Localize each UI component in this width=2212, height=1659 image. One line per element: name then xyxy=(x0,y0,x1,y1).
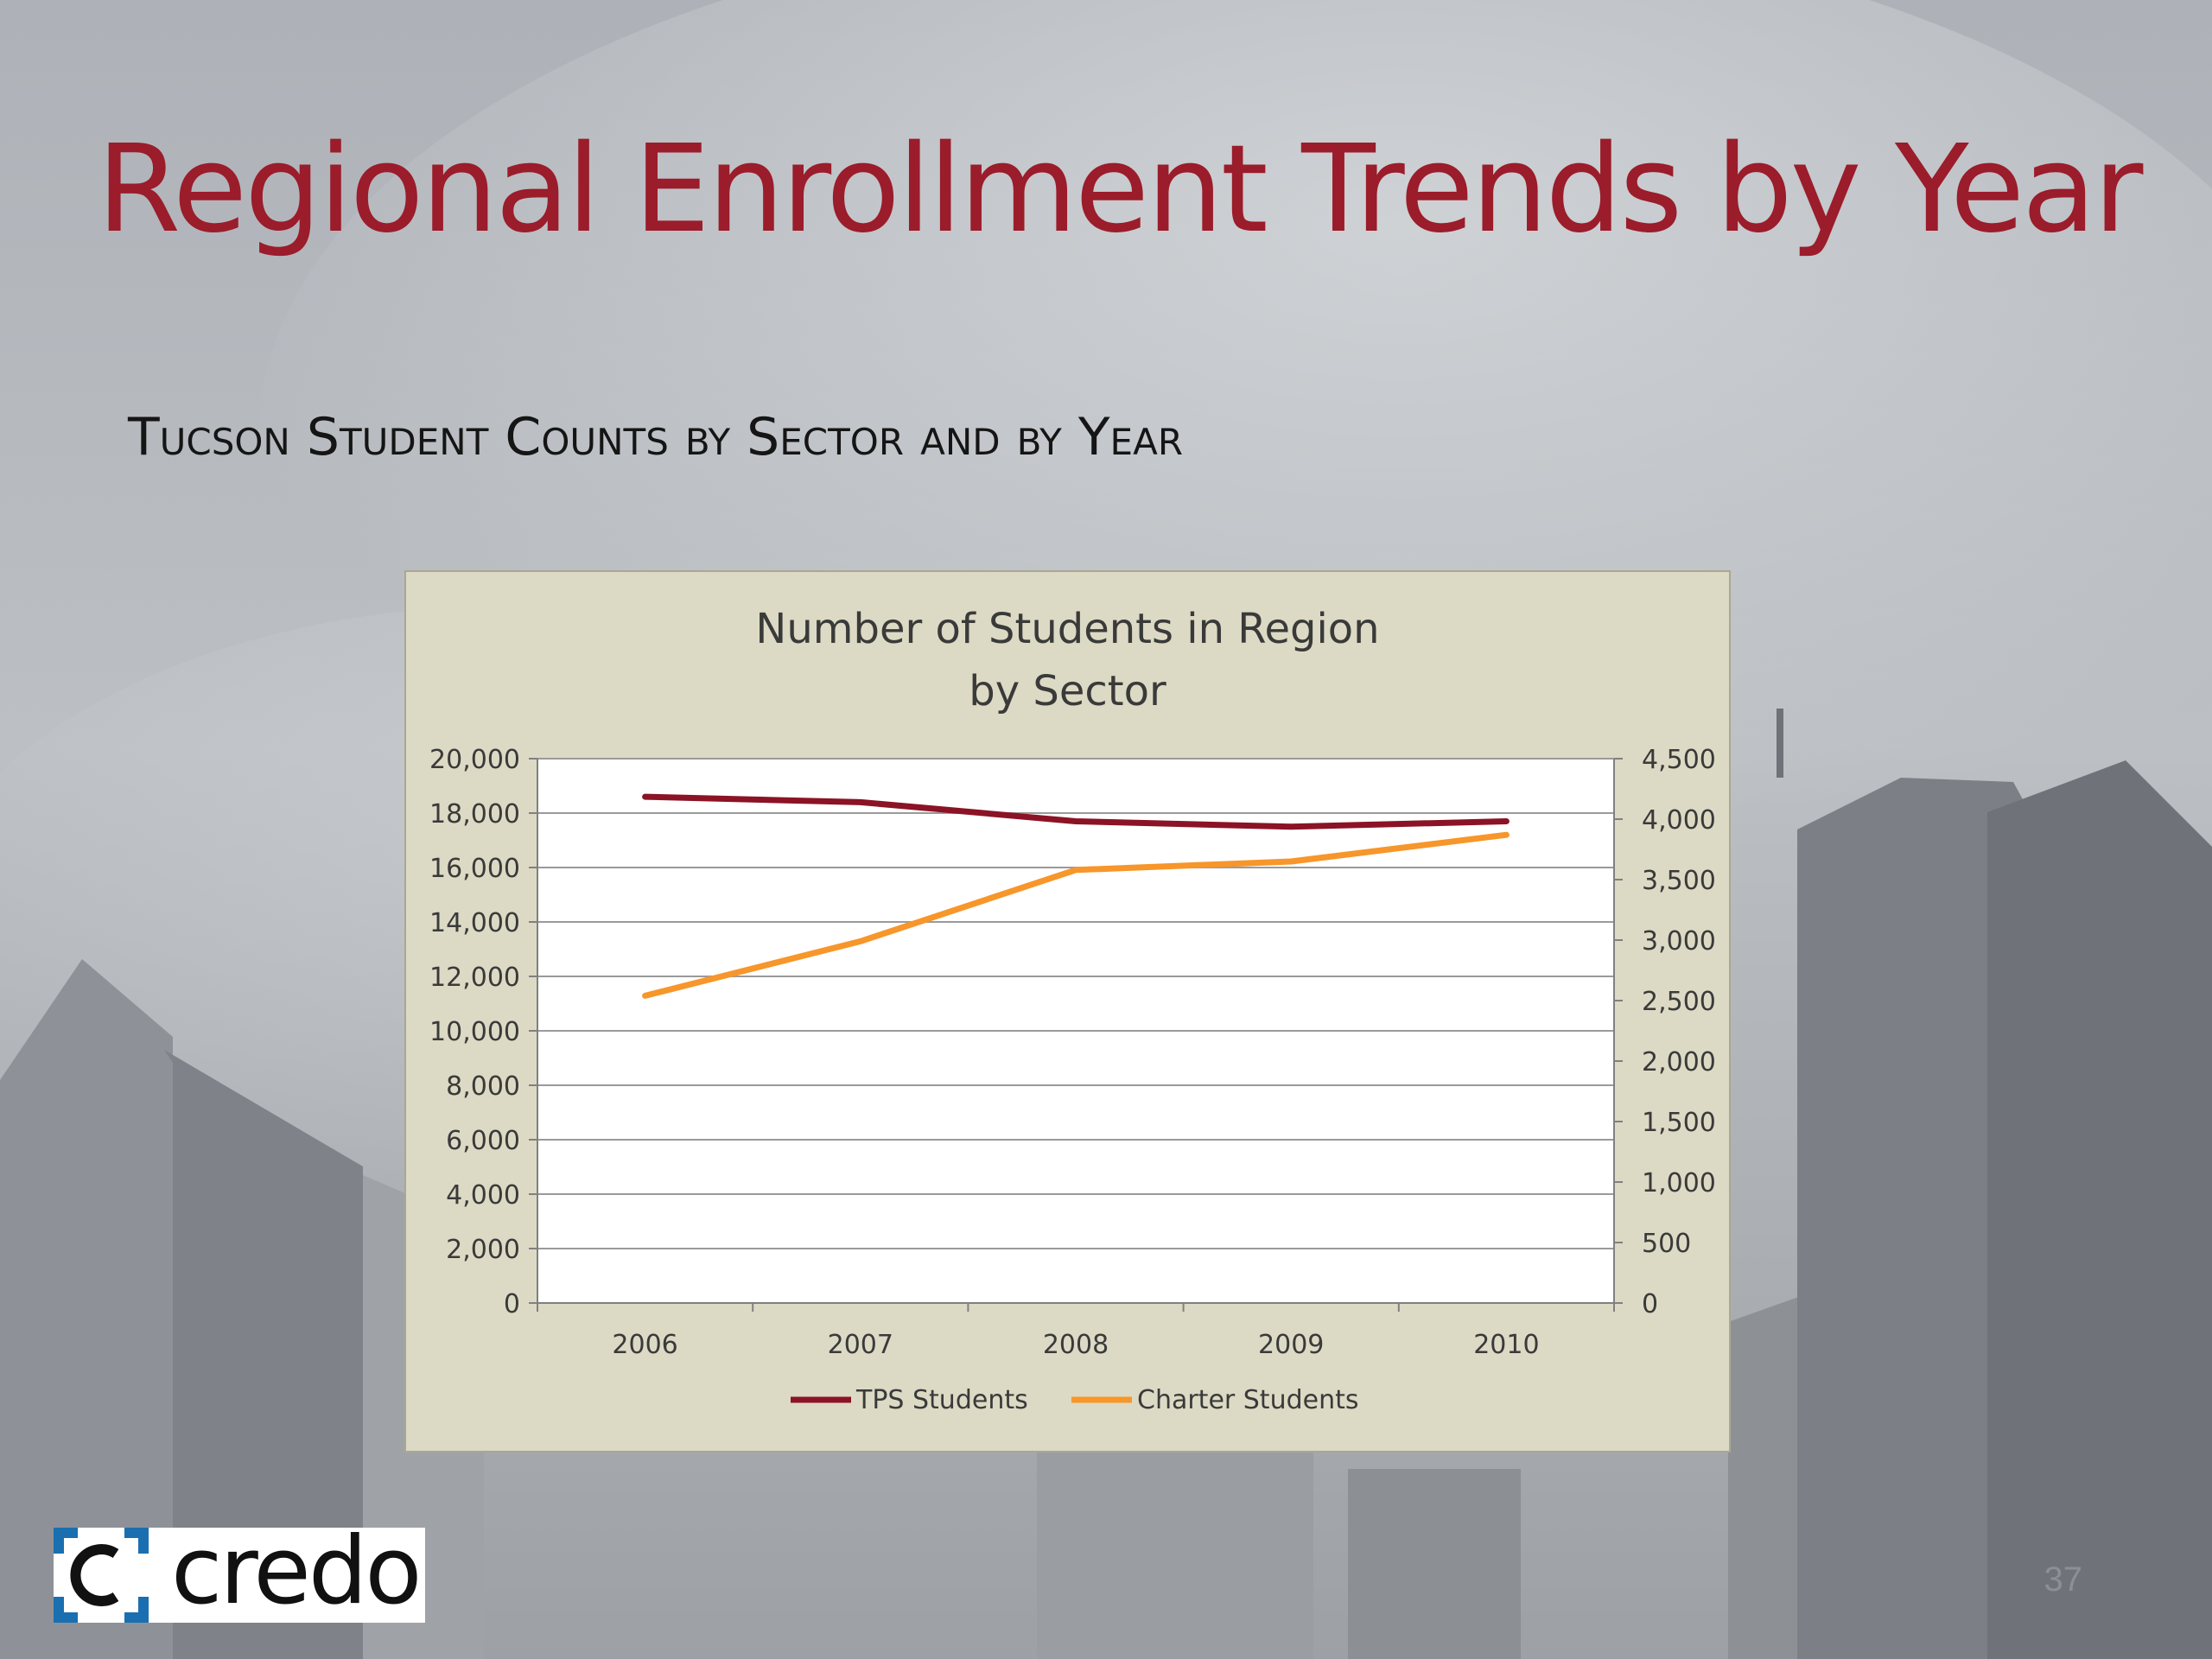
chart-title: Number of Students in Region by Sector xyxy=(406,598,1729,722)
slide-subtitle: Tucson Student Counts by Sector and by Y… xyxy=(128,407,1184,467)
chart-title-line-1: Number of Students in Region xyxy=(755,605,1380,653)
logo-bracket-icon xyxy=(54,1528,149,1623)
x-tick-label: 2009 xyxy=(1258,1330,1324,1360)
series-line-tps-students xyxy=(642,793,1510,830)
y-right-tick-label: 4,500 xyxy=(1642,745,1716,775)
y-right-tick-label: 0 xyxy=(1642,1289,1658,1319)
y-left-tick-label: 20,000 xyxy=(429,745,520,775)
slide-title: Regional Enrollment Trends by Year xyxy=(97,119,2143,260)
y-left-tick-label: 0 xyxy=(504,1289,520,1319)
logo-wordmark: credo xyxy=(171,1517,422,1625)
chart-panel: Number of Students in Region by Sector 0… xyxy=(404,570,1731,1452)
chart-title-line-2: by Sector xyxy=(969,667,1166,715)
x-tick-label: 2007 xyxy=(828,1330,893,1360)
y-left-tick-label: 6,000 xyxy=(446,1126,520,1156)
y-left-tick-label: 12,000 xyxy=(429,963,520,993)
series-line-charter-students xyxy=(642,831,1510,999)
page-number: 37 xyxy=(2044,1560,2083,1599)
x-tick-label: 2008 xyxy=(1043,1330,1109,1360)
y-right-tick-label: 3,500 xyxy=(1642,866,1716,896)
y-left-tick-label: 4,000 xyxy=(446,1180,520,1211)
y-right-tick-label: 2,000 xyxy=(1642,1047,1716,1077)
legend-label: Charter Students xyxy=(1137,1385,1359,1415)
legend-label: TPS Students xyxy=(855,1385,1028,1415)
y-right-tick-label: 500 xyxy=(1642,1229,1691,1259)
y-left-tick-label: 8,000 xyxy=(446,1071,520,1102)
y-right-tick-label: 2,500 xyxy=(1642,987,1716,1017)
y-right-tick-label: 1,500 xyxy=(1642,1108,1716,1138)
y-left-tick-label: 16,000 xyxy=(429,854,520,884)
x-tick-label: 2010 xyxy=(1473,1330,1539,1360)
credo-logo: credo xyxy=(54,1524,425,1623)
y-right-tick-label: 4,000 xyxy=(1642,805,1716,836)
y-right-tick-label: 3,000 xyxy=(1642,926,1716,957)
x-tick-label: 2006 xyxy=(612,1330,677,1360)
line-chart: 0 2,000 4,000 6,000 8,000 10,000 12,000 14,000 1… xyxy=(429,745,1716,1415)
y-left-tick-label: 18,000 xyxy=(429,799,520,830)
y-left-tick-label: 14,000 xyxy=(429,908,520,938)
y-left-tick-label: 10,000 xyxy=(429,1017,520,1047)
y-right-tick-label: 1,000 xyxy=(1642,1168,1716,1198)
y-left-tick-label: 2,000 xyxy=(446,1235,520,1265)
